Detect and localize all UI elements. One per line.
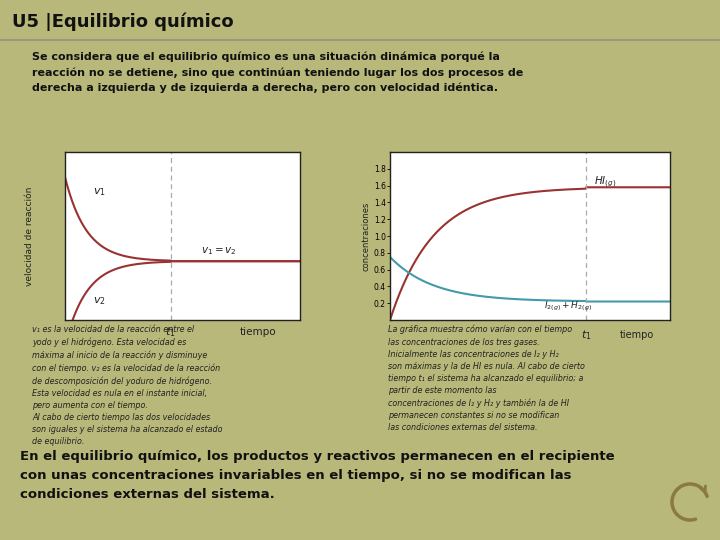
Text: $I_{2(g)} + H_{2(g)}$: $I_{2(g)} + H_{2(g)}$ [544, 300, 592, 313]
Bar [0, 0, 720, 40]
Text: $v_{\rm 1}$: $v_{\rm 1}$ [93, 186, 106, 198]
Text: $t_1$: $t_1$ [581, 328, 591, 342]
Text: U5 |Equilibrio químico: U5 |Equilibrio químico [12, 13, 233, 31]
Text: velocidad de reacción: velocidad de reacción [25, 186, 35, 286]
Text: tiempo: tiempo [239, 327, 276, 337]
Text: La gráfica muestra cómo varían con el tiempo
las concentraciones de los tres gas: La gráfica muestra cómo varían con el ti… [388, 325, 585, 433]
Text: Se considera que el equilibrio químico es una situación dinámica porqué la
reacc: Se considera que el equilibrio químico e… [32, 52, 523, 93]
Text: $t_1$: $t_1$ [166, 325, 176, 339]
Text: $HI_{(g)}$: $HI_{(g)}$ [595, 174, 617, 190]
Text: En el equilibrio químico, los productos y reactivos permanecen en el recipiente
: En el equilibrio químico, los productos … [20, 450, 615, 501]
Text: $v_1 = v_2$: $v_1 = v_2$ [202, 245, 237, 256]
Text: v₁ es la velocidad de la reacción entre el
yodo y el hidrógeno. Esta velocidad e: v₁ es la velocidad de la reacción entre … [32, 325, 222, 446]
Text: tiempo: tiempo [619, 330, 654, 341]
Y-axis label: concentraciones: concentraciones [362, 201, 371, 271]
Text: $v_{\rm 2}$: $v_{\rm 2}$ [93, 295, 106, 307]
